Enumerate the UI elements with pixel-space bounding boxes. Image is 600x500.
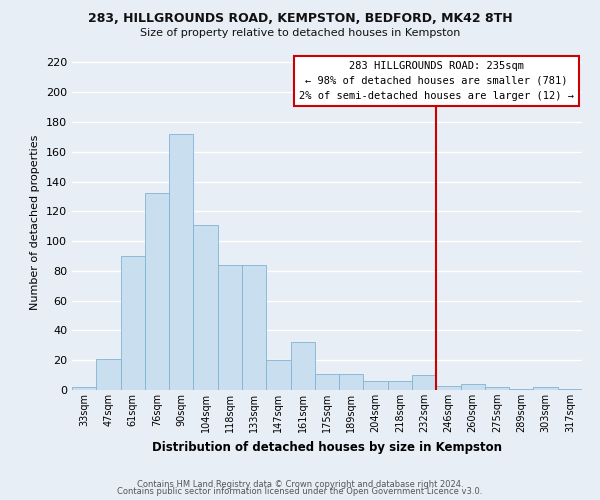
Bar (558, 388, 582, 390)
Bar (290, 342, 315, 390)
Bar (339, 374, 364, 390)
Bar (485, 387, 509, 390)
Bar (169, 134, 193, 390)
X-axis label: Distribution of detached houses by size in Kempston: Distribution of detached houses by size … (152, 440, 502, 454)
Text: Size of property relative to detached houses in Kempston: Size of property relative to detached ho… (140, 28, 460, 38)
Bar (461, 384, 485, 390)
Bar (145, 194, 169, 390)
Bar (315, 374, 339, 390)
Bar (533, 387, 558, 390)
Bar (412, 375, 436, 390)
Bar (193, 224, 218, 390)
Bar (72, 387, 96, 390)
Bar (218, 265, 242, 390)
Text: Contains public sector information licensed under the Open Government Licence v3: Contains public sector information licen… (118, 488, 482, 496)
Bar (436, 386, 461, 390)
Text: 283 HILLGROUNDS ROAD: 235sqm
← 98% of detached houses are smaller (781)
2% of se: 283 HILLGROUNDS ROAD: 235sqm ← 98% of de… (299, 61, 574, 100)
Bar (364, 381, 388, 390)
Bar (96, 358, 121, 390)
Text: 283, HILLGROUNDS ROAD, KEMPSTON, BEDFORD, MK42 8TH: 283, HILLGROUNDS ROAD, KEMPSTON, BEDFORD… (88, 12, 512, 26)
Bar (121, 256, 145, 390)
Bar (509, 388, 533, 390)
Text: Contains HM Land Registry data © Crown copyright and database right 2024.: Contains HM Land Registry data © Crown c… (137, 480, 463, 489)
Bar (266, 360, 290, 390)
Bar (242, 265, 266, 390)
Bar (388, 381, 412, 390)
Y-axis label: Number of detached properties: Number of detached properties (31, 135, 40, 310)
